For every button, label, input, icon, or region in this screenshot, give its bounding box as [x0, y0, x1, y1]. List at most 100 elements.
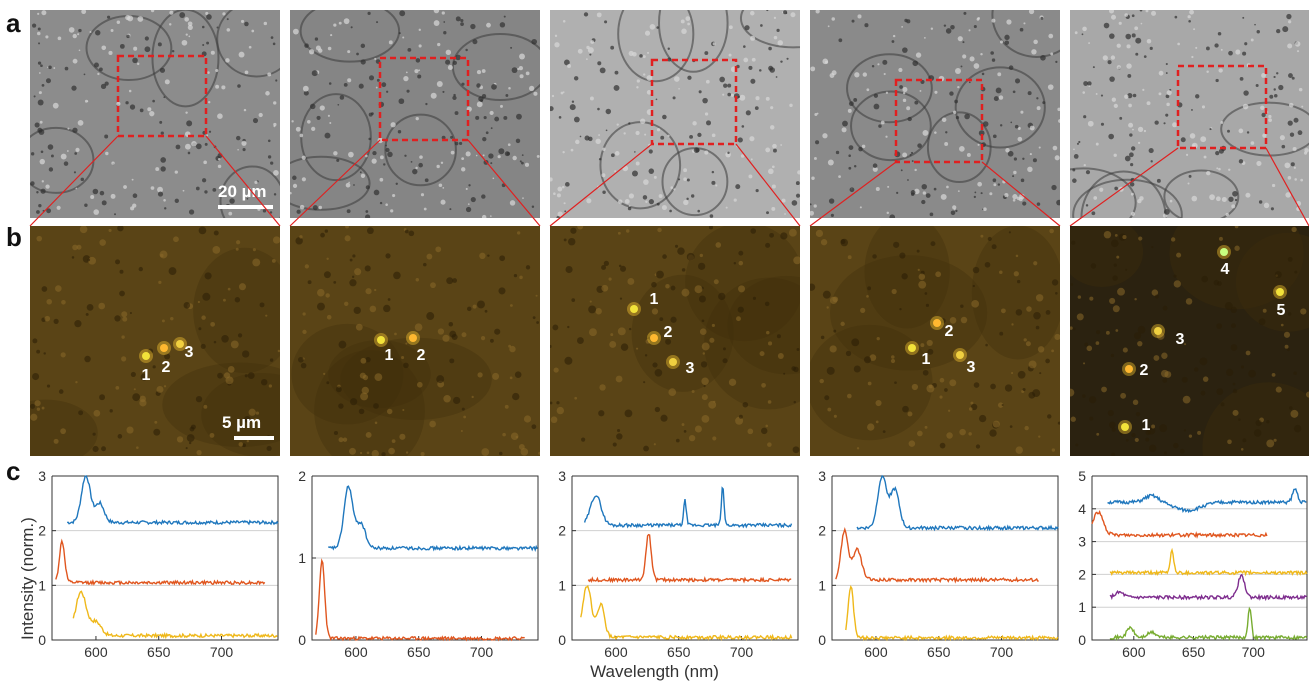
darkfield-texture-4: [810, 226, 1060, 454]
particle-label-5-3: 3: [1175, 331, 1185, 348]
particle-label-3-2: 2: [663, 324, 673, 341]
particle-spot-1-1: [142, 352, 150, 360]
particle-spot-4-3: [956, 351, 964, 359]
y-tick-label: 4: [1078, 501, 1086, 517]
roi-box-5: [1176, 64, 1268, 150]
particle-label-1-1: 1: [141, 367, 151, 384]
spectrum-series-1-1: [66, 475, 279, 526]
spectrum-series-5-1: [1107, 488, 1307, 514]
particle-spot-5-3: [1154, 327, 1162, 335]
particle-label-3-3: 3: [685, 360, 695, 377]
brightfield-image-2: [290, 10, 540, 218]
x-tick-label: 700: [730, 644, 754, 660]
darkfield-texture-3: [550, 226, 800, 454]
x-tick-label: 700: [1242, 644, 1266, 660]
particle-spot-2-1: [377, 336, 385, 344]
y-tick-label: 5: [1078, 468, 1086, 484]
y-tick-label: 0: [298, 632, 306, 648]
brightfield-texture-4: [810, 10, 1060, 218]
y-tick-label: 3: [558, 468, 566, 484]
y-tick-label: 3: [1078, 534, 1086, 550]
spectrum-series-2-1: [327, 485, 538, 552]
particle-label-5-1: 1: [1141, 417, 1151, 434]
roi-box-4: [894, 78, 984, 164]
spectrum-series-1-2: [55, 538, 266, 586]
spectrum-series-5-2: [1091, 510, 1268, 539]
particle-label-4-3: 3: [966, 359, 976, 376]
y-tick-label: 3: [818, 468, 826, 484]
particle-spot-5-5: [1276, 288, 1284, 296]
spectrum-series-4-3: [845, 585, 1059, 642]
scalebar-a-label: 20 µm: [218, 182, 267, 201]
darkfield-image-2: [290, 226, 540, 456]
particle-label-2-1: 1: [384, 347, 394, 364]
spectrum-chart-1-svg: 0 1 2 3 600 650 700: [38, 468, 279, 660]
x-tick-label: 650: [147, 644, 171, 660]
darkfield-image-1: [30, 226, 280, 456]
axes-box: [311, 475, 539, 641]
particle-spot-5-4: [1220, 248, 1228, 256]
axes-box: [1091, 475, 1308, 641]
y-tick-label: 3: [38, 468, 46, 484]
spectrum-chart-2-svg: 0 1 2 600 650 700: [298, 468, 539, 660]
spectrum-series-2-2: [315, 558, 525, 642]
y-tick-label: 2: [558, 523, 566, 539]
spectrum-series-3-1: [583, 486, 793, 529]
y-tick-label: 1: [818, 577, 826, 593]
y-tick-label: 0: [818, 632, 826, 648]
y-axis-label: Intensity (norm.): [18, 517, 37, 640]
y-tick-label: 2: [1078, 566, 1086, 582]
particle-label-1-2: 2: [161, 359, 171, 376]
darkfield-texture-2: [291, 226, 540, 456]
spectrum-series-5-3: [1109, 547, 1308, 577]
y-tick-label: 1: [298, 550, 306, 566]
particle-spot-4-1: [908, 344, 916, 352]
y-tick-label: 1: [558, 577, 566, 593]
spectrum-chart-5: 0 1 2 3 4 5 600 650 700: [1070, 468, 1309, 660]
particle-spot-5-2: [1125, 365, 1133, 373]
x-tick-label: 600: [344, 644, 368, 660]
particle-label-5-5: 5: [1276, 302, 1286, 319]
brightfield-image-4: [810, 10, 1060, 218]
scalebar-a: [218, 205, 273, 209]
x-tick-label: 700: [990, 644, 1014, 660]
brightfield-texture-5: [1070, 10, 1309, 218]
particle-label-4-1: 1: [921, 351, 931, 368]
spectrum-series-1-3: [72, 590, 278, 640]
y-tick-label: 1: [1078, 599, 1086, 615]
x-tick-label: 650: [927, 644, 951, 660]
brightfield-image-1: [30, 10, 280, 218]
particle-label-1-3: 3: [184, 344, 194, 361]
darkfield-image-5: [1070, 226, 1309, 456]
particle-spot-2-2: [409, 334, 417, 342]
particle-label-4-2: 2: [944, 323, 954, 340]
x-tick-label: 700: [210, 644, 234, 660]
panel-b-letter: b: [6, 222, 22, 252]
particle-spot-1-3: [176, 340, 184, 348]
y-tick-label: 2: [38, 523, 46, 539]
panel-c-letter: c: [6, 456, 21, 486]
spectrum-chart-1: 0 1 2 3 600 650 700: [30, 468, 280, 660]
y-tick-label: 0: [1078, 632, 1086, 648]
x-tick-label: 650: [1182, 644, 1206, 660]
y-tick-label: 0: [558, 632, 566, 648]
spectrum-chart-5-svg: 0 1 2 3 4 5 600 650 700: [1078, 468, 1308, 660]
x-tick-label: 650: [407, 644, 431, 660]
y-tick-label: 0: [38, 632, 46, 648]
darkfield-texture-5: [1070, 226, 1309, 456]
roi-box-3: [650, 58, 738, 146]
x-tick-label: 650: [667, 644, 691, 660]
particle-spot-4-2: [933, 319, 941, 327]
panel-a-letter: a: [6, 8, 21, 38]
spectrum-series-5-4: [1109, 573, 1307, 602]
spectrum-chart-3: 0 1 2 3 600 650 700: [550, 468, 800, 660]
spectrum-chart-4: 0 1 2 3 600 650 700: [810, 468, 1060, 660]
x-tick-label: 600: [864, 644, 888, 660]
particle-label-3-1: 1: [649, 291, 659, 308]
particle-label-5-4: 4: [1220, 261, 1230, 278]
y-tick-label: 2: [298, 468, 306, 484]
x-tick-label: 600: [604, 644, 628, 660]
roi-box-1: [116, 54, 208, 138]
brightfield-texture-3: [550, 10, 800, 218]
axes-box: [51, 475, 279, 641]
